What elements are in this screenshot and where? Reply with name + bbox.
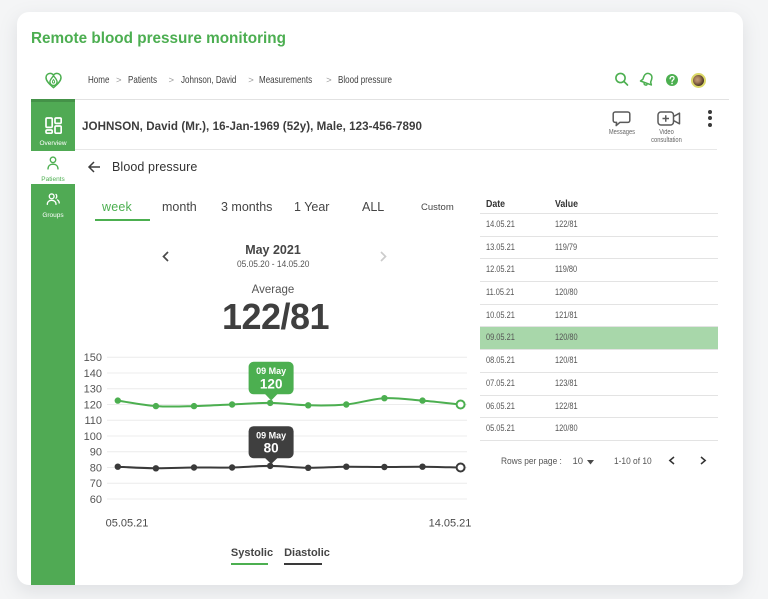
svg-text:130: 130 [84,384,102,396]
svg-text:09 May: 09 May [256,431,286,441]
svg-text:14.05.21: 14.05.21 [429,518,472,530]
svg-text:60: 60 [90,494,102,506]
svg-text:140: 140 [84,368,102,380]
svg-text:120: 120 [84,399,102,411]
svg-text:120: 120 [260,377,283,392]
svg-text:150: 150 [84,352,102,364]
svg-text:70: 70 [90,478,102,490]
svg-text:110: 110 [84,415,102,427]
svg-text:100: 100 [84,431,102,443]
svg-text:05.05.21: 05.05.21 [106,518,149,530]
svg-text:80: 80 [90,462,102,474]
svg-text:90: 90 [90,447,102,459]
svg-text:09 May: 09 May [256,366,286,376]
svg-text:80: 80 [264,441,279,456]
